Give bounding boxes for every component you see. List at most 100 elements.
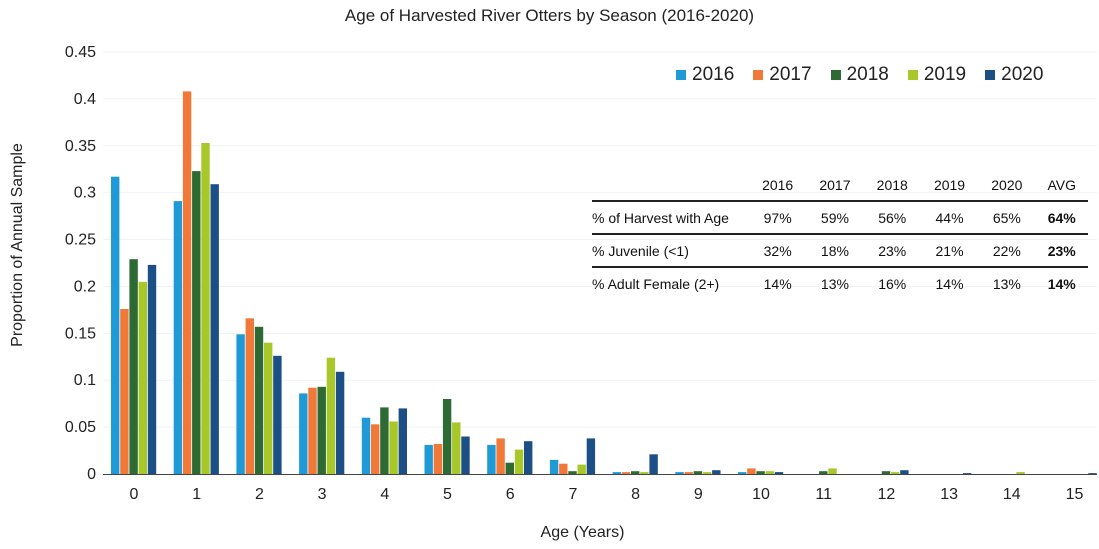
x-tick-label: 13 [940, 486, 958, 503]
y-tick-label: 0.35 [65, 138, 96, 155]
legend-item-2020: 2020 [985, 64, 1043, 86]
table-header-cell: 2020 [991, 177, 1023, 193]
chart-title: Age of Harvested River Otters by Season … [344, 6, 755, 25]
summary-table: 2016 2017 2018 2019 2020 AVG % of Harves… [592, 170, 1088, 299]
table-row: % Juvenile (<1) 32% 18% 23% 21% 22% 23% [592, 233, 1088, 267]
x-tick-label: 12 [878, 486, 896, 503]
legend-label: 2020 [1001, 64, 1044, 85]
x-tick-label: 10 [752, 486, 770, 503]
bar-2016-age-0 [111, 176, 120, 474]
bar-2016-age-6 [487, 444, 496, 474]
bar-2018-age-12 [881, 471, 891, 474]
bar-2020-age-8 [649, 454, 658, 474]
bar-2020-age-15 [1088, 473, 1097, 474]
table-header-cell: AVG [1047, 177, 1076, 193]
bar-2020-age-9 [712, 470, 721, 474]
y-tick-label: 0.4 [74, 91, 96, 108]
table-row: % Adult Female (2+) 14% 13% 16% 14% 13% … [592, 266, 1088, 299]
table-cell: 59% [806, 200, 864, 234]
bar-2018-age-11 [819, 471, 828, 474]
table-cell: 13% [806, 266, 864, 299]
bar-2018-age-4 [380, 407, 389, 474]
bar-2018-age-0 [129, 259, 138, 474]
table-cell: 23% [863, 233, 921, 267]
x-tick-label: 0 [130, 486, 139, 503]
y-tick-label: 0.05 [65, 419, 96, 436]
bar-2020-age-10 [774, 472, 784, 474]
legend-swatch [830, 70, 841, 80]
table-cell-avg: 14% [1035, 266, 1088, 299]
bar-2019-age-2 [264, 342, 273, 474]
y-tick-label: 0.45 [65, 44, 96, 61]
bar-2019-age-0 [138, 281, 147, 474]
bar-2017-age-9 [684, 472, 693, 474]
table-cell: 21% [920, 233, 979, 267]
table-header-cell: 2018 [876, 177, 908, 193]
legend-item-2016: 2016 [676, 64, 734, 86]
bar-2020-age-5 [461, 436, 470, 474]
bar-2019-age-9 [702, 472, 712, 474]
y-tick-label: 0.25 [65, 232, 96, 249]
legend-label: 2018 [846, 64, 889, 85]
table-cell-avg: 23% [1035, 233, 1088, 267]
x-tick-label: 11 [815, 486, 832, 503]
table-header-cell: 2017 [819, 177, 851, 193]
bar-2019-age-4 [389, 421, 398, 474]
bar-2020-age-13 [962, 473, 972, 474]
table-cell: 14% [920, 266, 979, 299]
legend-label: 2019 [923, 64, 967, 85]
table-header-cell: 2019 [933, 177, 966, 193]
x-tick-label: 14 [1003, 486, 1021, 503]
bar-2016-age-1 [173, 201, 183, 474]
bar-2016-age-5 [424, 444, 433, 474]
bar-2016-age-9 [675, 472, 684, 474]
x-tick-label: 4 [380, 486, 389, 503]
x-tick-label: 5 [443, 486, 452, 503]
bar-2020-age-12 [900, 470, 909, 474]
table-cell: 16% [863, 266, 921, 299]
x-axis-label: Age (Years) [540, 524, 625, 541]
bar-2020-age-6 [524, 441, 533, 474]
bar-2016-age-4 [361, 417, 371, 474]
bar-2016-age-8 [612, 472, 621, 474]
x-tick-label: 7 [568, 486, 577, 503]
x-tick-label: 15 [1066, 486, 1084, 503]
y-tick-label: 0.2 [74, 278, 96, 295]
y-tick-label: 0.15 [65, 325, 96, 342]
table-header-cell: 2016 [762, 177, 794, 193]
bar-2018-age-5 [442, 399, 452, 474]
y-tick-label: 0.3 [74, 185, 96, 202]
legend-item-2017: 2017 [753, 64, 812, 86]
bar-2019-age-3 [326, 357, 336, 474]
table-cell: 56% [863, 200, 921, 234]
table-cell: 32% [749, 233, 807, 267]
bar-2020-age-7 [586, 438, 596, 474]
legend-item-2018: 2018 [830, 64, 889, 86]
bar-2018-age-1 [192, 171, 201, 474]
x-tick-label: 9 [694, 486, 703, 503]
table-cell-avg: 64% [1035, 200, 1088, 234]
legend-item-2019: 2019 [907, 64, 967, 86]
x-tick-label: 3 [318, 486, 327, 503]
bar-2016-age-3 [299, 393, 308, 474]
table-header-cell [592, 170, 749, 201]
bar-2019-age-6 [514, 449, 524, 474]
bar-2019-age-10 [765, 471, 774, 474]
bar-2018-age-8 [631, 471, 640, 474]
bar-2020-age-0 [147, 264, 157, 474]
bar-2018-age-7 [568, 471, 577, 474]
legend-swatch [753, 70, 764, 80]
legend-label: 2016 [692, 64, 735, 85]
bar-2020-age-2 [273, 355, 282, 474]
bar-2017-age-5 [433, 444, 443, 474]
bar-2020-age-3 [335, 371, 345, 474]
legend-swatch [907, 70, 918, 80]
bar-2017-age-6 [496, 438, 505, 474]
table-row-label: % Adult Female (2+) [592, 266, 749, 299]
bar-2017-age-10 [747, 468, 756, 474]
x-tick-label: 6 [506, 486, 515, 503]
y-tick-label: 0.1 [74, 372, 96, 389]
table-cell: 18% [806, 233, 864, 267]
bar-2018-age-2 [254, 326, 264, 474]
